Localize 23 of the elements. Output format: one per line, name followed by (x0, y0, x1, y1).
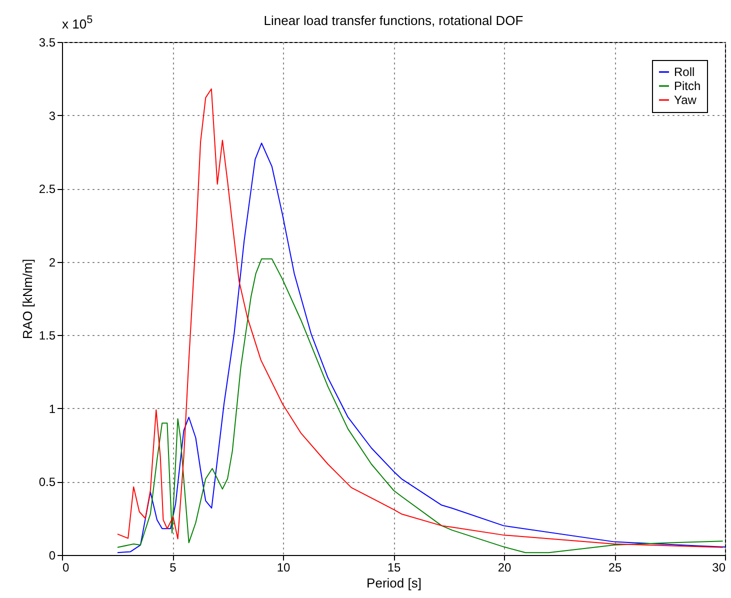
legend-label: Roll (674, 65, 695, 79)
y-axis-title: RAO [kNm/m] (20, 258, 35, 340)
line-series (116, 258, 724, 554)
y-tick-label: 1.5 (38, 328, 56, 343)
legend-label: Yaw (674, 93, 697, 107)
x-tick-label: 15 (387, 560, 401, 574)
x-tick-label: 0 (62, 560, 70, 574)
x-tick-label: 5 (170, 560, 177, 574)
y-tick-label: 2.5 (38, 182, 56, 196)
text: x 10$^{5}$ (62, 14, 93, 32)
x-axis-title: Period [s] (366, 576, 422, 590)
y-tick-label: 1 (48, 402, 56, 416)
x-tick-label: 10 (276, 560, 290, 574)
y-tick-label: 0 (48, 548, 56, 562)
y-tick-label: 0.5 (38, 475, 56, 490)
legend-label: Pitch (674, 79, 701, 93)
y-tick-label: 3.5 (38, 36, 56, 50)
y-tick-label: 2 (48, 255, 56, 270)
x-tick-label: 30 (712, 560, 726, 574)
x-tick-label: 25 (608, 560, 622, 574)
x-tick-label: 20 (498, 560, 512, 574)
chart-title: Linear load transfer functions, rotational DOF (264, 13, 524, 28)
y-tick-label: 3 (48, 108, 56, 123)
